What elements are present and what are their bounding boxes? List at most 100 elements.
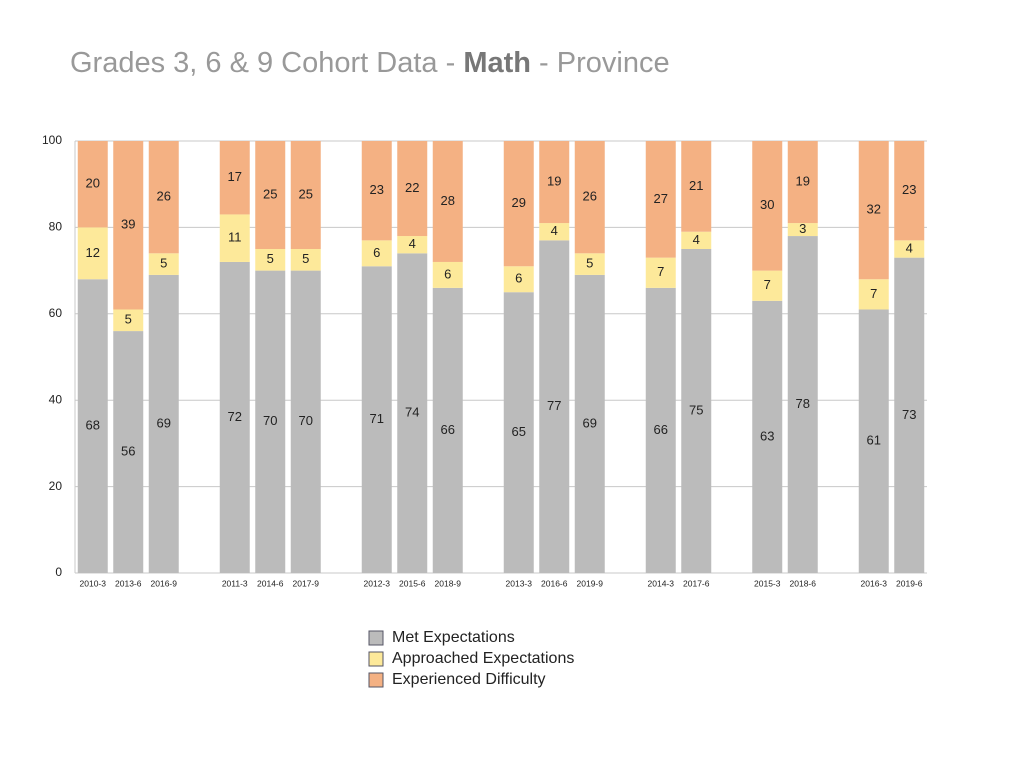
y-tick-label: 40 [49,392,63,406]
value-label: 70 [263,413,277,428]
value-label: 6 [515,271,522,286]
bar-segment [894,141,925,241]
value-label: 73 [902,407,916,422]
bar-segment [361,266,392,573]
bar-segment [397,253,428,573]
value-label: 71 [370,411,384,426]
x-tick-label: 2012-3 [364,578,391,588]
value-label: 4 [551,223,558,238]
bar-segment [113,141,144,310]
x-tick-label: 2018-9 [435,578,462,588]
bar-segment [539,240,570,574]
value-label: 11 [228,230,242,245]
bar-segment [77,227,108,280]
bar-segment [361,240,392,267]
bar-segment [645,257,676,288]
bar-segment [77,141,108,228]
y-tick-label: 60 [49,306,63,320]
value-label: 5 [160,256,167,271]
x-tick-label: 2015-3 [754,578,781,588]
x-tick-label: 2013-6 [115,578,142,588]
bar-segment [894,257,925,573]
value-label: 5 [302,251,309,266]
legend-swatch [368,630,384,646]
value-label: 19 [796,173,810,188]
value-label: 20 [86,176,100,191]
legend-label: Met Expectations [392,629,515,646]
legend-swatch [368,651,384,667]
x-tick-label: 2014-3 [648,578,675,588]
value-label: 5 [267,251,274,266]
value-label: 7 [870,286,877,301]
title-part: Math [463,47,531,79]
bar-segment [787,223,818,237]
value-label: 23 [370,182,384,197]
bar-segment [290,270,321,573]
bar-segment [255,249,286,271]
value-label: 61 [867,433,881,448]
bar-segment [397,141,428,237]
bar-segment [432,261,463,288]
bar-segment [255,141,286,249]
bar-segment [255,270,286,573]
bar-segment [503,141,534,267]
value-label: 4 [693,232,700,247]
bar-segment [432,287,463,573]
bar-segment [752,300,783,573]
value-label: 23 [902,182,916,197]
value-label: 25 [263,186,277,201]
x-tick-label: 2017-6 [683,578,710,588]
y-tick-label: 20 [49,479,63,493]
value-label: 26 [157,189,171,204]
value-label: 32 [867,202,881,217]
x-tick-label: 2014-6 [257,578,284,588]
value-label: 63 [760,428,774,443]
value-label: 66 [441,422,455,437]
y-tick-label: 80 [49,220,63,234]
bar-segment [752,270,783,301]
bar-segment [113,309,144,332]
value-label: 39 [121,217,135,232]
legend-label: Experienced Difficulty [392,671,546,688]
value-label: 75 [689,402,703,417]
value-label: 78 [796,396,810,411]
value-label: 72 [228,409,242,424]
bar-segment [113,331,144,573]
bar-segment [645,287,676,573]
bar-segment [681,249,712,573]
bar-segment [219,261,250,573]
x-tick-label: 2015-6 [399,578,426,588]
value-label: 68 [86,418,100,433]
bar-segment [858,141,889,280]
value-label: 66 [654,422,668,437]
title-part: - Province [531,47,670,79]
bar-segment [539,141,570,224]
bar-segment [539,223,570,241]
bar-segment [787,236,818,574]
bar-segment [290,141,321,249]
value-label: 30 [760,197,774,212]
value-label: 22 [405,180,419,195]
value-label: 70 [299,413,313,428]
bar-segment [148,253,179,275]
value-label: 28 [441,193,455,208]
bar-segment [397,236,428,254]
value-label: 26 [583,189,597,204]
value-label: 6 [373,245,380,260]
value-label: 21 [689,178,703,193]
value-label: 6 [444,266,451,281]
bar-segment [219,214,250,262]
bar-segment [219,141,250,215]
x-tick-label: 2011-3 [222,578,248,588]
bar-segment [858,309,889,573]
x-tick-label: 2013-3 [506,578,533,588]
bar-segment [361,141,392,241]
x-tick-label: 2018-6 [790,578,817,588]
bar-segment [77,279,108,573]
bar-segment [681,141,712,232]
x-tick-label: 2016-9 [151,578,178,588]
bar-segment [503,266,534,293]
bar-segment [681,231,712,249]
y-tick-label: 0 [55,565,62,579]
